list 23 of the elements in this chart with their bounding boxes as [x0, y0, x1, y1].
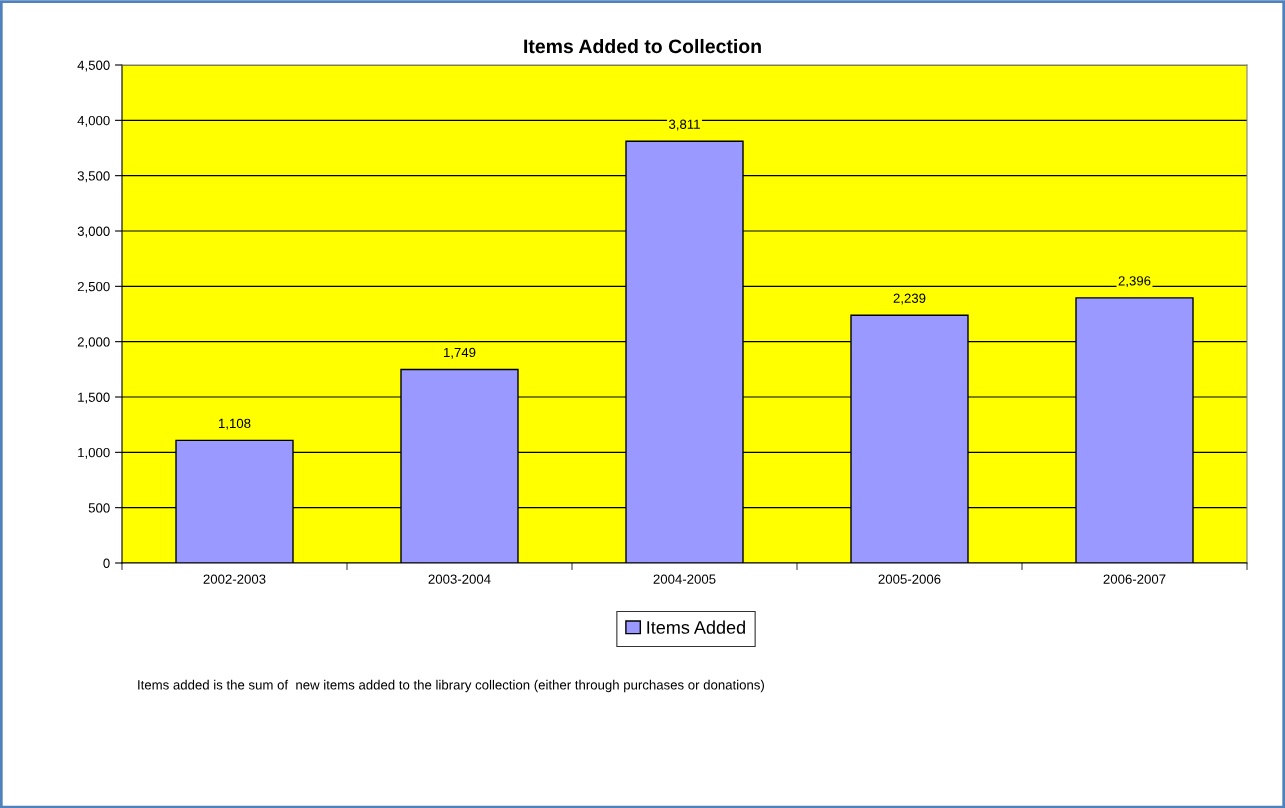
y-tick-label: 1,500 — [78, 392, 110, 404]
x-tick-label: 2003-2004 — [428, 574, 491, 584]
y-tick-label: 4,500 — [77, 60, 110, 72]
y-tick-label: 1,000 — [78, 447, 110, 459]
data-label: 1,749 — [444, 347, 476, 359]
chart-title: Items Added to Collection — [524, 38, 761, 54]
y-tick-label: 0 — [103, 558, 110, 568]
y-tick-label: 3,500 — [77, 171, 110, 183]
x-tick-label: 2004-2005 — [653, 574, 716, 584]
legend-label: Items Added — [647, 620, 745, 634]
y-tick-label: 4,000 — [77, 115, 110, 127]
y-tick-label: 2,000 — [77, 337, 110, 349]
x-tick-label: 2002-2003 — [203, 574, 266, 584]
data-label: 3,811 — [668, 119, 700, 131]
y-tick-label: 2,500 — [77, 281, 110, 293]
data-label: 2,396 — [1118, 276, 1151, 288]
x-tick-label: 2006-2007 — [1103, 574, 1166, 584]
data-label: 2,239 — [893, 293, 926, 305]
data-label: 1,108 — [219, 418, 251, 430]
y-tick-label: 500 — [88, 503, 110, 513]
text: Items added is the sum of new items added to the library collection (either through purchases or donations) — [138, 679, 764, 693]
x-tick-label: 2005-2006 — [878, 574, 941, 584]
y-tick-label: 3,000 — [77, 226, 110, 238]
